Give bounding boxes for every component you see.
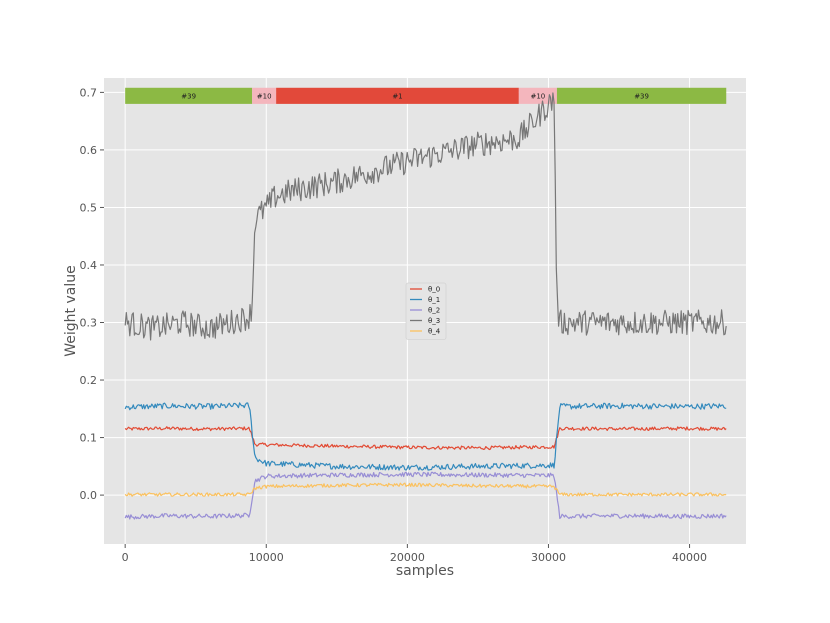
- y-tick-label: 0.1: [80, 432, 98, 445]
- legend-label: θ_2: [428, 307, 440, 315]
- x-axis-ticks: 0 10000 20000 30000 40000: [122, 544, 707, 564]
- legend: θ_0 θ_1 θ_2 θ_3 θ_4: [405, 282, 447, 340]
- x-tick-label: 0: [122, 551, 129, 564]
- series-line: [124, 92, 727, 341]
- y-tick-label: 0.3: [80, 317, 98, 330]
- series-line: [124, 471, 727, 520]
- y-tick-label: 0.0: [80, 489, 98, 502]
- legend-label: θ_4: [428, 328, 441, 336]
- legend-label: θ_3: [428, 317, 440, 325]
- regime-band-label: #1: [392, 92, 402, 100]
- x-tick-label: 20000: [390, 551, 425, 564]
- x-tick-label: 30000: [531, 551, 566, 564]
- y-tick-label: 0.7: [80, 86, 98, 99]
- series-lines: [124, 92, 727, 520]
- x-tick-label: 10000: [249, 551, 284, 564]
- regime-band: [556, 87, 727, 104]
- regime-band-label: #10: [257, 92, 272, 100]
- regime-bands: #39 #10 #1 #10 #39: [125, 87, 727, 104]
- regime-band: [276, 87, 519, 104]
- regime-band: [252, 87, 277, 104]
- x-axis-label: samples: [396, 563, 454, 579]
- y-tick-label: 0.5: [80, 201, 98, 214]
- x-tick-label: 40000: [672, 551, 707, 564]
- regime-band-label: #39: [181, 92, 196, 100]
- regime-band-label: #39: [634, 92, 649, 100]
- y-axis-ticks: 0.0 0.1 0.2 0.3 0.4 0.5 0.6 0.7: [80, 86, 104, 502]
- regime-band-label: #10: [530, 92, 545, 100]
- legend-box: [405, 282, 447, 340]
- y-tick-label: 0.6: [80, 144, 98, 157]
- legend-label: θ_1: [428, 296, 440, 304]
- y-tick-label: 0.2: [80, 374, 98, 387]
- series-line: [124, 482, 727, 497]
- regime-band: [518, 87, 557, 104]
- regime-band: [125, 87, 253, 104]
- legend-label: θ_0: [428, 286, 440, 294]
- y-tick-label: 0.4: [80, 259, 98, 272]
- series-line: [124, 426, 727, 451]
- series-line: [124, 402, 727, 471]
- y-axis-label: Weight value: [63, 265, 79, 356]
